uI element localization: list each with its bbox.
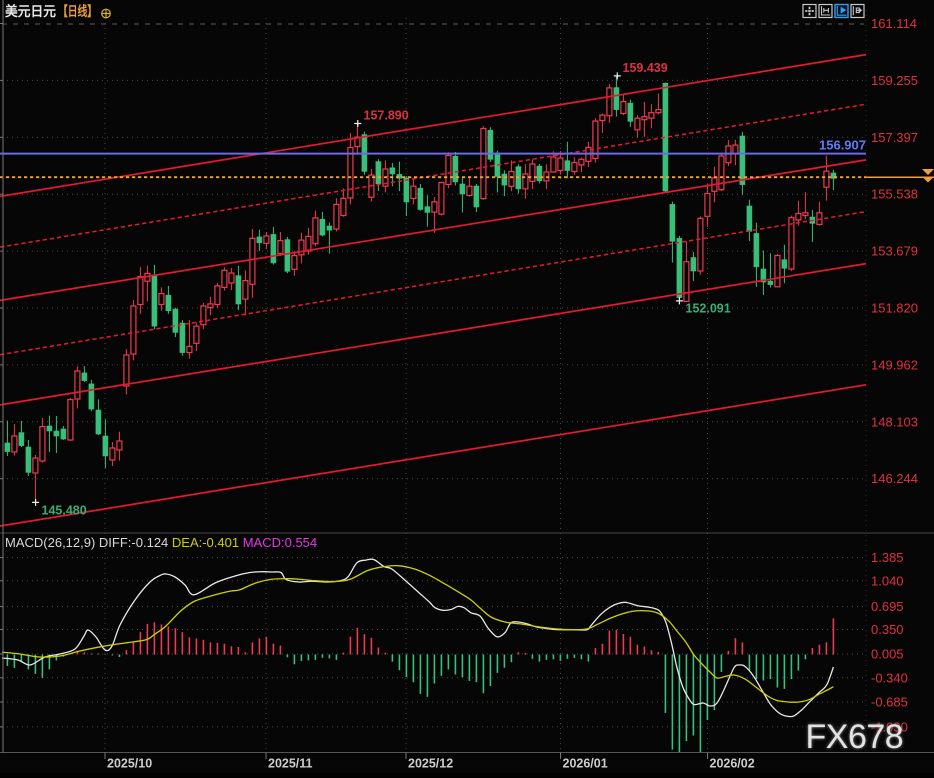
svg-text:156.907: 156.907 xyxy=(819,138,866,153)
svg-text:159.255: 159.255 xyxy=(871,73,918,88)
svg-text:-0.685: -0.685 xyxy=(871,695,908,710)
svg-text:0.005: 0.005 xyxy=(871,647,904,662)
svg-text:146.244: 146.244 xyxy=(871,471,918,486)
svg-text:145.480: 145.480 xyxy=(42,504,87,518)
svg-text:【日线】: 【日线】 xyxy=(58,3,97,19)
svg-text:152.091: 152.091 xyxy=(686,302,731,316)
svg-text:149.962: 149.962 xyxy=(871,357,918,372)
svg-text:0.350: 0.350 xyxy=(871,622,904,637)
svg-text:155.538: 155.538 xyxy=(871,187,918,202)
svg-text:2025/10: 2025/10 xyxy=(107,757,152,771)
svg-text:2025/11: 2025/11 xyxy=(268,757,313,771)
svg-text:1.040: 1.040 xyxy=(871,573,904,588)
svg-text:MACD(26,12,9) DIFF:-0.124 DEA:: MACD(26,12,9) DIFF:-0.124 DEA:-0.401 MAC… xyxy=(5,535,317,550)
svg-text:-0.340: -0.340 xyxy=(871,670,908,685)
svg-text:153.679: 153.679 xyxy=(871,244,918,259)
svg-text:157.397: 157.397 xyxy=(871,130,918,145)
svg-text:159.439: 159.439 xyxy=(623,61,668,75)
svg-text:-1.030: -1.030 xyxy=(871,719,908,734)
svg-text:161.114: 161.114 xyxy=(871,16,917,31)
svg-text:1.385: 1.385 xyxy=(871,550,904,565)
svg-text:2025/12: 2025/12 xyxy=(408,757,453,771)
svg-text:FX678: FX678 xyxy=(806,718,904,756)
svg-text:2026/01: 2026/01 xyxy=(563,757,608,771)
svg-text:148.103: 148.103 xyxy=(871,414,918,429)
svg-text:0.695: 0.695 xyxy=(871,599,904,614)
svg-text:151.820: 151.820 xyxy=(871,301,918,316)
svg-text:2026/02: 2026/02 xyxy=(710,757,755,771)
svg-text:157.890: 157.890 xyxy=(364,109,409,123)
svg-text:美元日元: 美元日元 xyxy=(5,3,56,19)
